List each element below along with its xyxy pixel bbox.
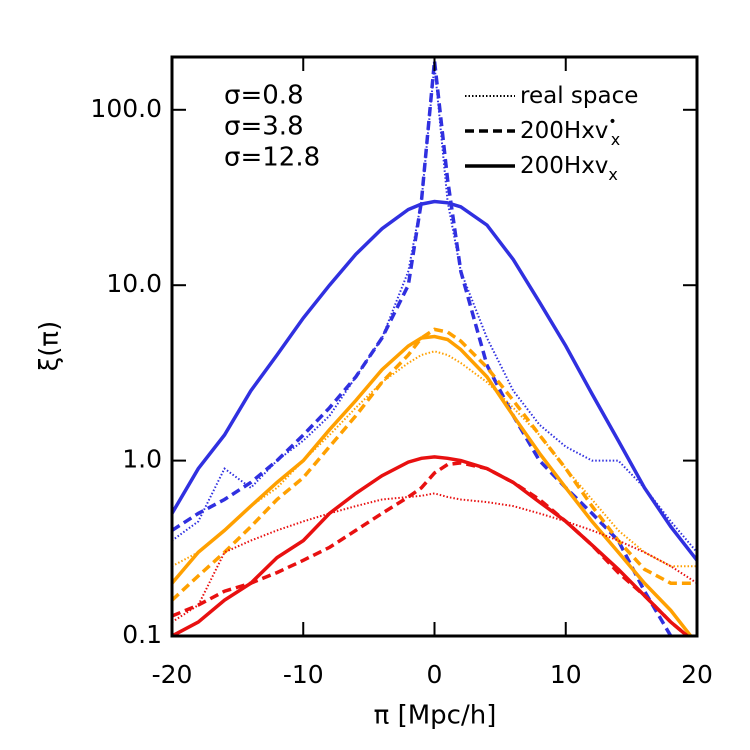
y-tick-label: 100.0 [90,94,162,123]
series-line [172,492,697,623]
legend-text: 200Hxv [520,118,608,144]
legend-sub: x [611,130,620,149]
series-line [172,350,697,568]
y-tick-label: 1.0 [122,445,162,474]
sigma-label: σ=0.8 [224,81,304,111]
legend-label: 200Hxv• x [520,114,620,149]
legend-sup: • [608,114,616,130]
legend-text: 200Hxv [520,153,608,179]
legend-sub: x [608,165,617,184]
y-tick-label: 10.0 [106,269,162,298]
sigma-label: σ=3.8 [224,112,304,142]
legend-label: 200Hxvx [520,153,618,184]
series-line [172,334,693,636]
x-tick-label: 10 [550,660,582,689]
legend-text: real space [520,83,638,109]
y-tick-label: 0.1 [122,620,162,649]
x-tick-label: 0 [427,660,443,689]
sigma-label: σ=12.8 [224,143,320,173]
series-line [172,327,697,602]
y-axis-label: ξ(π) [35,321,65,371]
series-line [172,461,691,636]
plot-lines [172,60,697,636]
x-tick-label: -20 [152,660,193,689]
x-axis-label: π [Mpc/h] [374,701,497,731]
x-tick-label: 20 [681,660,713,689]
series-line [172,455,691,636]
series-line [172,60,675,636]
legend-label: real space [520,83,638,109]
x-tick-label: -10 [283,660,324,689]
series-line [172,199,697,562]
